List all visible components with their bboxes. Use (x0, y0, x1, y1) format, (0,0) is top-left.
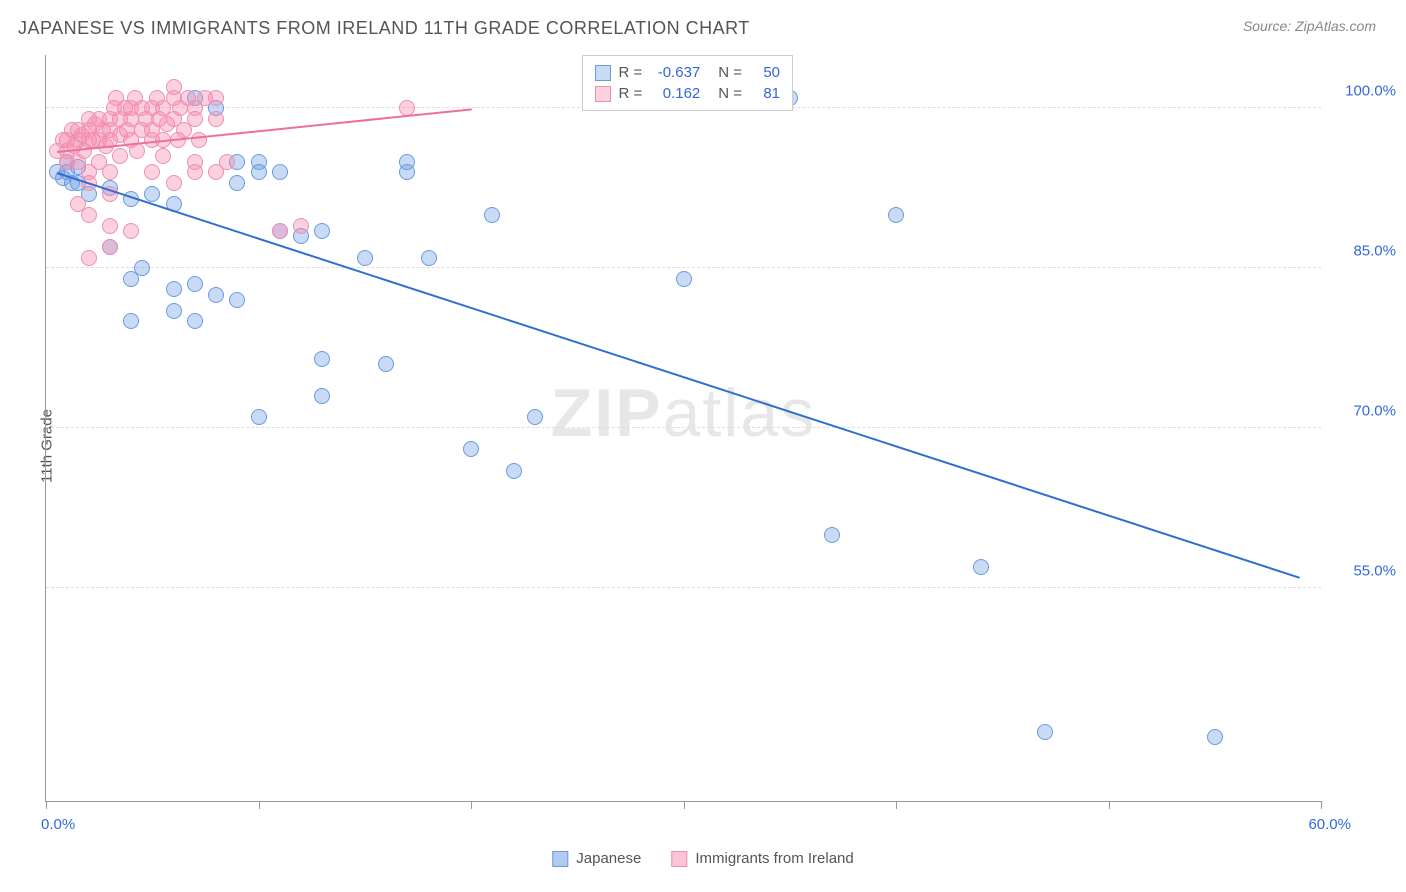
data-point (166, 303, 182, 319)
legend-swatch (595, 65, 611, 81)
data-point (421, 250, 437, 266)
data-point (888, 207, 904, 223)
data-point (399, 164, 415, 180)
data-point (357, 250, 373, 266)
data-point (314, 223, 330, 239)
stat-r-value: 0.162 (650, 85, 700, 102)
x-tick (1321, 801, 1322, 809)
data-point (166, 175, 182, 191)
source-label: Source: ZipAtlas.com (1243, 18, 1376, 34)
stat-r-label: R = (619, 85, 643, 102)
x-tick (896, 801, 897, 809)
x-tick (1109, 801, 1110, 809)
data-point (187, 154, 203, 170)
x-min-label: 0.0% (41, 816, 75, 833)
stats-row: R = 0.162 N = 81 (595, 83, 781, 104)
data-point (166, 281, 182, 297)
legend-label: Immigrants from Ireland (695, 850, 853, 867)
data-point (102, 218, 118, 234)
scatter-plot: ZIPatlas 55.0%70.0%85.0%100.0%0.0%60.0%R… (45, 55, 1321, 802)
data-point (144, 164, 160, 180)
chart-title: JAPANESE VS IMMIGRANTS FROM IRELAND 11TH… (18, 18, 750, 39)
data-point (191, 132, 207, 148)
data-point (112, 148, 128, 164)
data-point (208, 111, 224, 127)
stats-legend: R = -0.637 N = 50 R = 0.162 N = 81 (582, 55, 794, 111)
gridline (46, 587, 1321, 588)
data-point (187, 276, 203, 292)
legend-label: Japanese (576, 850, 641, 867)
stat-r-label: R = (619, 64, 643, 81)
data-point (824, 527, 840, 543)
data-point (506, 463, 522, 479)
data-point (463, 441, 479, 457)
data-point (251, 409, 267, 425)
data-point (314, 351, 330, 367)
data-point (272, 164, 288, 180)
watermark: ZIPatlas (551, 374, 816, 452)
stat-n-value: 50 (750, 64, 780, 81)
y-tick-label: 100.0% (1331, 83, 1396, 100)
data-point (81, 250, 97, 266)
data-point (973, 559, 989, 575)
data-point (187, 313, 203, 329)
data-point (251, 164, 267, 180)
data-point (1207, 729, 1223, 745)
data-point (1037, 724, 1053, 740)
gridline (46, 427, 1321, 428)
data-point (676, 271, 692, 287)
data-point (378, 356, 394, 372)
data-point (166, 79, 182, 95)
data-point (123, 223, 139, 239)
x-max-label: 60.0% (1308, 816, 1351, 833)
data-point (123, 313, 139, 329)
data-point (219, 154, 235, 170)
x-tick (471, 801, 472, 809)
data-point (272, 223, 288, 239)
data-point (102, 239, 118, 255)
x-tick (259, 801, 260, 809)
data-point (229, 175, 245, 191)
data-point (102, 164, 118, 180)
data-point (484, 207, 500, 223)
x-tick (46, 801, 47, 809)
data-point (134, 260, 150, 276)
legend: Japanese Immigrants from Ireland (552, 850, 853, 867)
legend-swatch (671, 851, 687, 867)
data-point (208, 90, 224, 106)
data-point (527, 409, 543, 425)
stats-row: R = -0.637 N = 50 (595, 62, 781, 83)
stat-n-value: 81 (750, 85, 780, 102)
y-tick-label: 70.0% (1331, 403, 1396, 420)
data-point (208, 287, 224, 303)
data-point (229, 292, 245, 308)
data-point (293, 218, 309, 234)
data-point (314, 388, 330, 404)
legend-item: Immigrants from Ireland (671, 850, 853, 867)
trend-line (56, 172, 1300, 579)
data-point (70, 196, 86, 212)
y-tick-label: 55.0% (1331, 562, 1396, 579)
legend-item: Japanese (552, 850, 641, 867)
x-tick (684, 801, 685, 809)
data-point (155, 148, 171, 164)
legend-swatch (595, 86, 611, 102)
gridline (46, 267, 1321, 268)
watermark-bold: ZIP (551, 375, 663, 451)
legend-swatch (552, 851, 568, 867)
data-point (144, 186, 160, 202)
stat-n-label: N = (718, 85, 742, 102)
y-tick-label: 85.0% (1331, 243, 1396, 260)
stat-n-label: N = (718, 64, 742, 81)
stat-r-value: -0.637 (650, 64, 700, 81)
